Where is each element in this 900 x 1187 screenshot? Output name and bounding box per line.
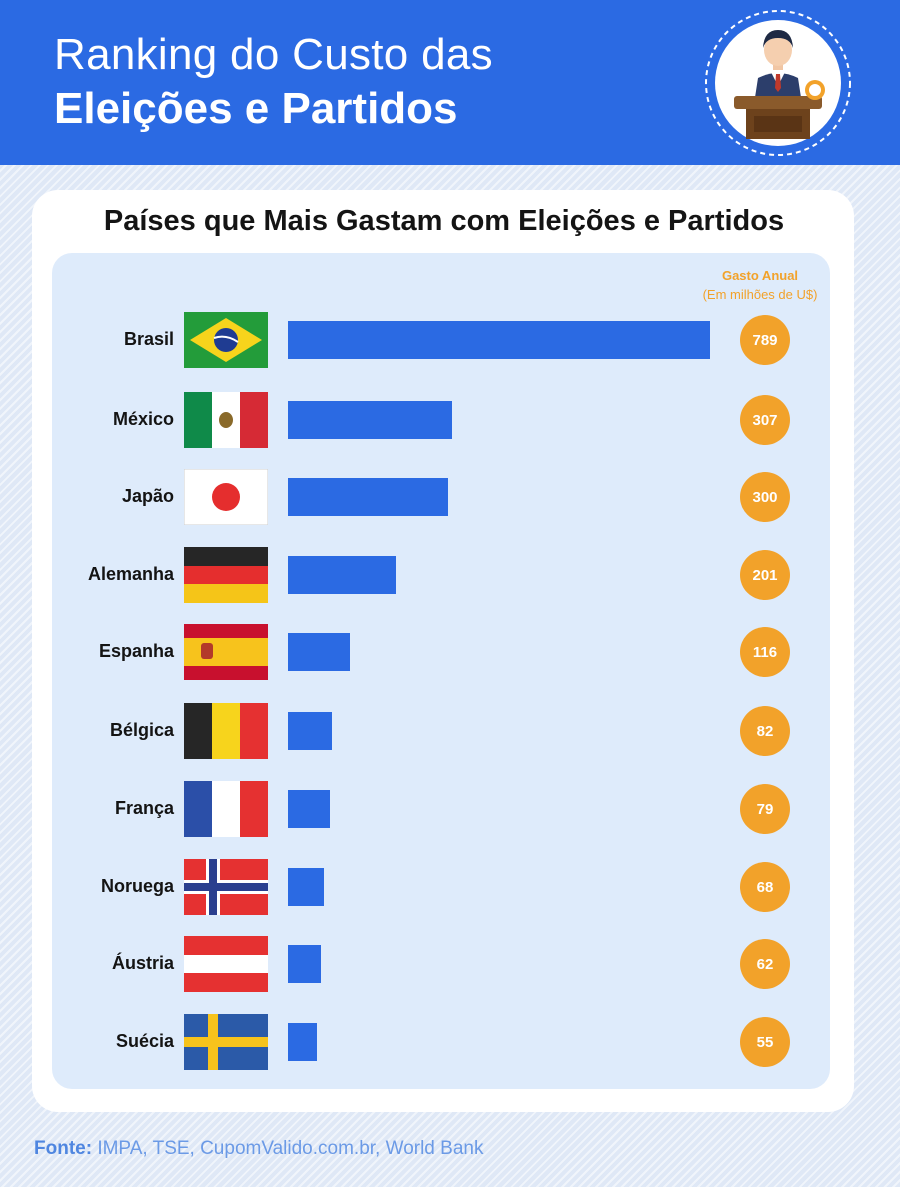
- country-label-noruega: Noruega: [100, 876, 174, 896]
- country-label-alemanha: Alemanha: [87, 564, 174, 584]
- header-banner: Ranking do Custo das Eleições e Partidos: [0, 0, 900, 165]
- spain-flag-icon: [184, 624, 268, 680]
- japan-flag-icon: [184, 469, 268, 525]
- bar-mexico: [288, 401, 452, 439]
- bar-franca: [288, 790, 330, 828]
- value-badge-alemanha: 201: [740, 550, 790, 600]
- bar-japao: [288, 478, 448, 516]
- bar-brasil: [288, 321, 710, 359]
- bar-espanha: [288, 633, 350, 671]
- source-note: Fonte: IMPA, TSE, CupomValido.com.br, Wo…: [34, 1138, 483, 1160]
- bar-noruega: [288, 868, 324, 906]
- bar-suecia: [288, 1023, 317, 1061]
- value-badge-brasil: 789: [740, 315, 790, 365]
- value-badge-espanha: 116: [740, 627, 790, 677]
- country-label-franca: França: [114, 798, 174, 818]
- bar-alemanha: [288, 556, 396, 594]
- value-badge-mexico: 307: [740, 395, 790, 445]
- country-label-austria: Áustria: [111, 953, 174, 973]
- value-badge-franca: 79: [740, 784, 790, 834]
- germany-flag-icon: [184, 547, 268, 603]
- country-label-belgica: Bélgica: [109, 720, 174, 740]
- bar-austria: [288, 945, 321, 983]
- value-column-unit: (Em milhões de U$): [702, 287, 818, 302]
- value-badge-belgica: 82: [740, 706, 790, 756]
- value-column-header: Gasto Anual: [721, 268, 799, 283]
- norway-flag-icon: [184, 859, 268, 915]
- bar-belgica: [288, 712, 332, 750]
- country-label-mexico: México: [112, 409, 174, 429]
- value-badge-suecia: 55: [740, 1017, 790, 1067]
- mexico-flag-icon: [184, 392, 268, 448]
- france-flag-icon: [184, 781, 268, 837]
- chart-panel: [52, 253, 830, 1089]
- brazil-flag-icon: [184, 312, 268, 368]
- country-label-suecia: Suécia: [115, 1031, 174, 1051]
- belgium-flag-icon: [184, 703, 268, 759]
- value-badge-austria: 62: [740, 939, 790, 989]
- country-label-espanha: Espanha: [98, 641, 174, 661]
- chart-title: Países que Mais Gastam com Eleições e Pa…: [103, 205, 785, 237]
- speaker-podium-emblem-icon: [705, 10, 851, 156]
- country-label-japao: Japão: [121, 486, 174, 506]
- page-title-line1: Ranking do Custo das: [54, 30, 493, 79]
- austria-flag-icon: [184, 936, 268, 992]
- value-badge-noruega: 68: [740, 862, 790, 912]
- country-label-brasil: Brasil: [123, 329, 174, 349]
- source-label: Fonte:: [34, 1138, 93, 1159]
- page-title-line2: Eleições e Partidos: [54, 84, 458, 133]
- value-badge-japao: 300: [740, 472, 790, 522]
- source-text: IMPA, TSE, CupomValido.com.br, World Ban…: [92, 1138, 484, 1159]
- sweden-flag-icon: [184, 1014, 268, 1070]
